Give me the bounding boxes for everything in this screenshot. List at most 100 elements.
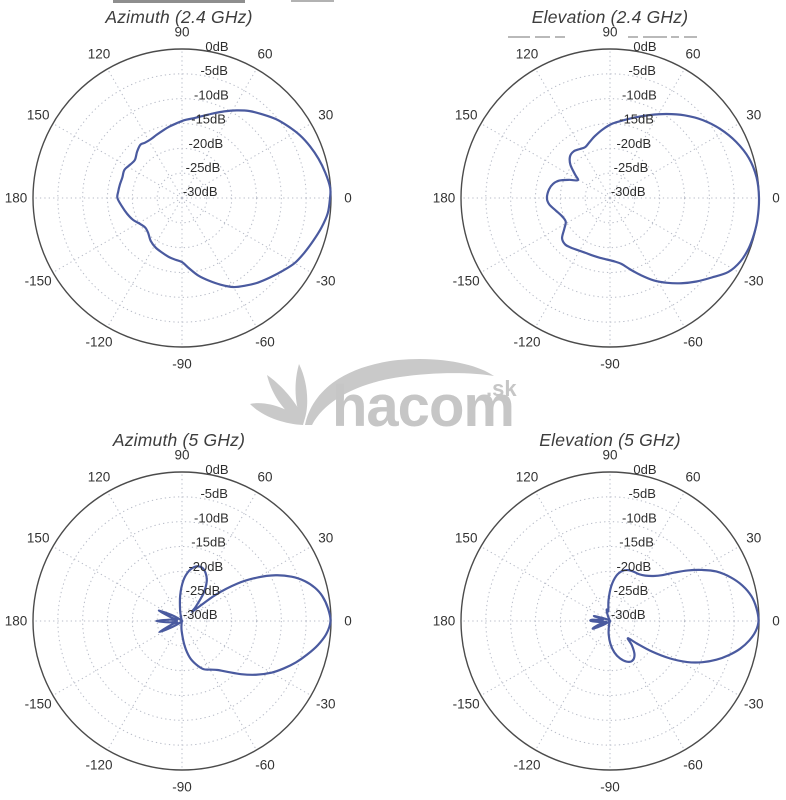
angle-tick-label: -60 — [255, 334, 275, 349]
radiation-pattern-curve — [545, 112, 761, 285]
angle-tick-label: -60 — [255, 757, 275, 772]
polar-grid-spoke — [107, 620, 183, 751]
angle-tick-label: 90 — [174, 448, 189, 463]
angle-tick-label: -90 — [600, 780, 620, 795]
polar-grid-spoke — [480, 123, 611, 199]
angle-tick-label: 0 — [772, 191, 780, 206]
angle-tick-label: 180 — [433, 191, 456, 206]
polar-grid-spoke — [535, 491, 611, 622]
angle-tick-label: 60 — [257, 470, 272, 485]
polar-grid-ring — [559, 147, 661, 249]
polar-grid-ring — [485, 496, 735, 746]
polar-grid-spoke — [535, 620, 611, 751]
polar-grid-ring — [131, 147, 233, 249]
angle-tick-label: 0 — [344, 191, 352, 206]
polar-grid-spoke — [480, 546, 611, 622]
db-tick-label: -10dB — [194, 87, 229, 102]
db-tick-label: -5dB — [200, 486, 227, 501]
db-tick-label: -20dB — [616, 559, 651, 574]
polar-grid-ring — [107, 123, 257, 273]
angle-tick-label: 150 — [455, 108, 478, 123]
angle-tick-label: -120 — [85, 334, 112, 349]
angle-tick-label: 120 — [88, 470, 111, 485]
db-tick-label: -30dB — [611, 607, 646, 622]
db-tick-label: -25dB — [614, 583, 649, 598]
db-tick-label: -25dB — [614, 160, 649, 175]
db-tick-label: -5dB — [628, 63, 655, 78]
radiation-pattern-curve — [589, 568, 760, 664]
polar-grid-ring — [535, 546, 685, 696]
polar-grid-spoke — [107, 197, 183, 328]
angle-tick-label: 30 — [318, 531, 333, 546]
angle-tick-label: -90 — [600, 357, 620, 372]
angle-tick-label: -120 — [513, 757, 540, 772]
polar-chart-elevation-2-4ghz: 90 120 60 150 30 180 0 -150 -30 -120 -60 -90 0dB -5dB… — [433, 25, 780, 372]
angle-tick-label: 30 — [318, 108, 333, 123]
db-tick-label: -5dB — [628, 486, 655, 501]
fan-leaf-swoosh-icon — [250, 358, 494, 425]
polar-grid-spoke — [609, 68, 685, 199]
stray-mark — [291, 0, 334, 2]
polar-grid-ring — [107, 546, 257, 696]
polar-grid-ring — [485, 73, 735, 323]
angle-tick-label: 150 — [455, 531, 478, 546]
polar-grid-spoke — [181, 123, 312, 199]
angle-tick-label: 180 — [5, 191, 28, 206]
angle-tick-label: -60 — [683, 757, 703, 772]
polar-grid-ring — [559, 570, 661, 672]
polar-grid-ring — [82, 98, 282, 298]
angle-tick-label: 180 — [5, 614, 28, 629]
db-tick-label: -20dB — [188, 136, 223, 151]
polar-grid-spoke — [181, 197, 257, 328]
angle-tick-label: 60 — [685, 47, 700, 62]
chart-title-elevation-2-4ghz: Elevation (2.4 GHz) — [532, 7, 689, 27]
angle-tick-label: -150 — [25, 697, 52, 712]
angle-tick-label: 0 — [344, 614, 352, 629]
polar-grid-spoke — [181, 68, 257, 199]
angle-tick-label: 120 — [88, 47, 111, 62]
stray-mark — [555, 36, 565, 38]
polar-grid-ring — [584, 172, 636, 224]
db-tick-label: 0dB — [205, 462, 228, 477]
polar-grid-spoke — [181, 197, 312, 273]
polar-grid-spoke — [107, 491, 183, 622]
angle-tick-label: 90 — [602, 448, 617, 463]
polar-grid-spoke — [609, 546, 740, 622]
polar-grid-spoke — [480, 620, 611, 696]
polar-grid-ring — [535, 123, 685, 273]
stray-mark — [113, 0, 245, 3]
polar-grid-ring — [510, 98, 710, 298]
polar-grid-spoke — [609, 197, 685, 328]
angle-tick-label: -30 — [744, 697, 764, 712]
polar-grid-spoke — [609, 123, 740, 199]
polar-grid-spoke — [535, 197, 611, 328]
stray-mark — [643, 36, 667, 38]
angle-tick-label: -90 — [172, 780, 192, 795]
stray-mark — [684, 36, 697, 38]
angle-tick-label: 60 — [685, 470, 700, 485]
polar-grid-spoke — [181, 620, 257, 751]
stray-mark — [628, 36, 638, 38]
db-tick-label: 0dB — [633, 39, 656, 54]
polar-grid-ring — [510, 521, 710, 721]
db-tick-label: -20dB — [188, 559, 223, 574]
polar-grid-spoke — [181, 546, 312, 622]
db-tick-label: -30dB — [183, 607, 218, 622]
angle-tick-label: -30 — [316, 274, 336, 289]
db-tick-label: -30dB — [611, 184, 646, 199]
polar-chart-azimuth-5ghz: 90 120 60 150 30 180 0 -150 -30 -120 -60 -90 0dB -5dB… — [5, 448, 352, 795]
polar-grid-ring — [131, 570, 233, 672]
angle-tick-label: -150 — [453, 274, 480, 289]
polar-grid-spoke — [52, 123, 183, 199]
polar-grid-spoke — [52, 197, 183, 273]
angle-tick-label: 30 — [746, 108, 761, 123]
db-tick-label: 0dB — [633, 462, 656, 477]
angle-tick-label: -150 — [453, 697, 480, 712]
db-tick-label: -20dB — [616, 136, 651, 151]
db-tick-label: -10dB — [622, 510, 657, 525]
db-tick-label: 0dB — [205, 39, 228, 54]
chart-title-elevation-5ghz: Elevation (5 GHz) — [539, 430, 681, 450]
polar-grid-ring — [584, 595, 636, 647]
watermark: hacom .sk — [250, 358, 517, 439]
db-tick-label: -10dB — [622, 87, 657, 102]
